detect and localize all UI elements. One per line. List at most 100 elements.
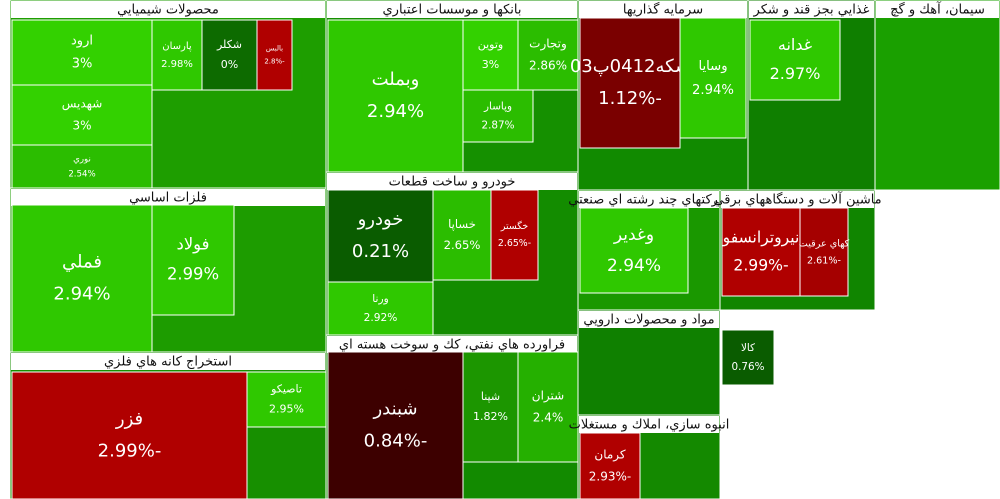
tile-label: كالا bbox=[741, 342, 755, 354]
tile bbox=[679, 17, 747, 139]
tile bbox=[11, 19, 153, 86]
tile bbox=[201, 19, 258, 91]
tile-label: خودرو bbox=[357, 209, 404, 230]
tile-value: 2.94% bbox=[53, 284, 110, 305]
sector-title: انبوه سازي، املاك و مستغلات bbox=[569, 418, 730, 433]
tile-value: 2.65% bbox=[444, 238, 481, 252]
tile bbox=[256, 19, 293, 91]
sector-title-bar bbox=[876, 1, 999, 18]
tile-value: 3% bbox=[72, 118, 91, 132]
tile bbox=[721, 329, 775, 386]
tile-value: -0.84% bbox=[364, 431, 428, 452]
sector-title: سرمايه گذاريها bbox=[623, 2, 703, 18]
sector-title: ماشين آلات و دستگاههاي برقي bbox=[713, 191, 881, 208]
tile-value: 0.76% bbox=[731, 361, 764, 373]
tile bbox=[579, 207, 689, 294]
tile bbox=[151, 19, 203, 91]
sector-title-bar bbox=[327, 336, 577, 353]
tile-label: وتوين bbox=[478, 38, 504, 51]
tile bbox=[462, 89, 534, 143]
tile-value: 2.94% bbox=[692, 83, 734, 98]
tile-label: ورنا bbox=[372, 293, 388, 305]
tile-value: 2.4% bbox=[533, 410, 564, 424]
tile bbox=[462, 351, 519, 463]
tile bbox=[246, 371, 327, 428]
tile-label: پارسان bbox=[162, 41, 192, 52]
tile-value: 2.86% bbox=[529, 58, 567, 72]
tile-label: شهديس bbox=[62, 97, 103, 112]
tile bbox=[517, 19, 579, 91]
tile-label: كرمان bbox=[594, 448, 626, 463]
sector-title-bar bbox=[11, 353, 325, 370]
tile-label: سكه0412پ03 bbox=[570, 56, 690, 77]
tile bbox=[327, 351, 464, 499]
sector-title-bar bbox=[11, 189, 325, 206]
sector-title: فراورده هاي نفتي، كك و سوخت هسته اي bbox=[339, 338, 565, 353]
sector-title-bar bbox=[327, 1, 577, 18]
tile-value: 2.95% bbox=[269, 402, 304, 415]
sector-title-bar bbox=[579, 416, 719, 433]
sector bbox=[874, 0, 1000, 191]
tile-label: شبندر bbox=[372, 398, 417, 419]
tile-value: -2.61% bbox=[807, 256, 841, 267]
tile-label: وغدير bbox=[613, 225, 654, 245]
tile bbox=[579, 17, 681, 149]
tile-label: بالبس bbox=[266, 45, 283, 53]
tile-value: 2.97% bbox=[770, 64, 821, 83]
tile bbox=[11, 371, 248, 499]
tile-value: 1.82% bbox=[473, 410, 508, 423]
tile-value: 3% bbox=[72, 57, 93, 72]
tile-label: فملي bbox=[62, 251, 102, 272]
tile-label: وبملت bbox=[372, 69, 420, 90]
sector-title-bar bbox=[579, 1, 747, 18]
tile bbox=[721, 207, 801, 297]
sector-title: غذايي بجز قند و شكر bbox=[753, 3, 870, 18]
tile bbox=[432, 189, 492, 281]
tile bbox=[151, 204, 235, 316]
tile-label: وسايا bbox=[698, 59, 727, 74]
sector-title-bar bbox=[11, 1, 325, 18]
tile bbox=[799, 207, 849, 297]
sector-title-bar bbox=[579, 311, 719, 328]
tile-value: 0.21% bbox=[352, 241, 409, 262]
sector-title-bar bbox=[749, 1, 874, 18]
tile-value: 0% bbox=[221, 58, 238, 71]
tile-value: 2.54% bbox=[68, 170, 95, 180]
tile bbox=[749, 19, 841, 101]
tile-value: -2.93% bbox=[589, 469, 631, 483]
tile-value: -2.65% bbox=[498, 238, 531, 249]
sector-title: فلزات اساسي bbox=[129, 191, 207, 206]
tile-value: -2.99% bbox=[733, 257, 788, 275]
tile-value: 2.99% bbox=[167, 264, 219, 283]
tile-value: 2.94% bbox=[607, 256, 661, 276]
tile-label: نيروترانسفو bbox=[722, 228, 800, 247]
tile-label: خگستر bbox=[500, 220, 529, 232]
tile-label: ارود bbox=[71, 33, 93, 48]
tile-value: 2.87% bbox=[481, 119, 514, 131]
tile-value: 2.98% bbox=[161, 59, 193, 70]
tile-value: 2.92% bbox=[364, 312, 398, 324]
sector-title-bar bbox=[327, 173, 577, 190]
sector-title: خودرو و ساخت قطعات bbox=[389, 175, 516, 190]
tile-value: 3% bbox=[482, 58, 499, 71]
sector-title: شركتهاي چند رشته اي صنعتي bbox=[568, 193, 729, 208]
tile bbox=[11, 144, 153, 189]
tile-label: وپاسار bbox=[483, 101, 512, 113]
tile bbox=[327, 281, 434, 336]
tile-label: وتجارت bbox=[529, 37, 567, 52]
sector-title-bar bbox=[721, 191, 874, 208]
tile-label: نوري bbox=[73, 154, 91, 164]
sector-title: مواد و محصولات دارويي bbox=[583, 313, 714, 328]
tile bbox=[490, 189, 539, 281]
tile-label: فزر bbox=[115, 408, 143, 429]
tile-label: شپنا bbox=[481, 390, 500, 403]
tile-label: تاصيكو bbox=[270, 383, 302, 396]
sector-title: سيمان، آهك و گچ bbox=[890, 1, 985, 18]
tile-label: شتران bbox=[532, 389, 564, 404]
tile-value: -1.12% bbox=[598, 88, 662, 109]
sector-title: محصولات شيميايي bbox=[117, 3, 219, 18]
tile-label: فولاد bbox=[177, 235, 210, 255]
tile bbox=[327, 19, 464, 173]
tile-label: شكلر bbox=[216, 38, 242, 51]
